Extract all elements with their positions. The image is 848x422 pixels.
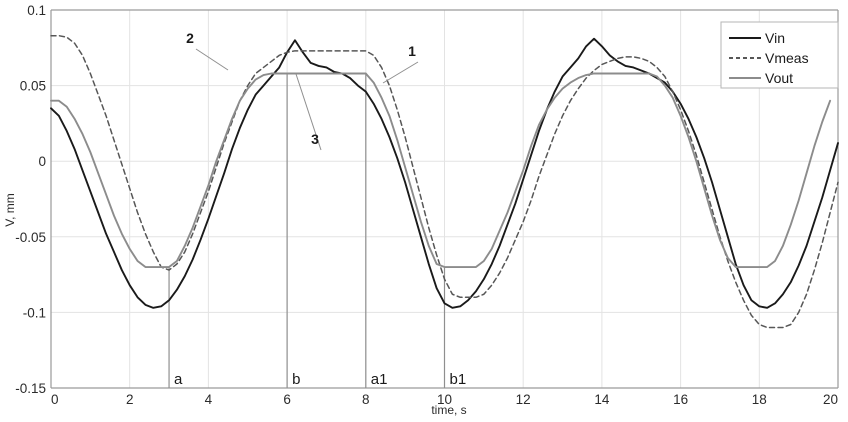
legend-label-vout: Vout <box>765 70 793 86</box>
x-tick-label: 14 <box>594 392 610 407</box>
x-tick-label: 10 <box>437 392 452 407</box>
marker-label-a1: a1 <box>371 371 388 388</box>
series-line-vout <box>50 72 832 268</box>
y-tick-labels: 0.1 0.05 0 -0.05 -0.1 -0.15 <box>15 3 46 396</box>
x-tick-label: 8 <box>362 392 370 407</box>
marker-label-b1: b1 <box>450 371 467 388</box>
y-axis-title: V, mm <box>3 193 17 227</box>
marker-lines <box>168 73 446 388</box>
x-tick-label: 0 <box>51 392 59 407</box>
y-tick-label: -0.05 <box>15 230 46 245</box>
y-tick-label: -0.15 <box>15 381 46 396</box>
series-line-vin <box>50 37 839 309</box>
marker-label-a: a <box>174 371 183 388</box>
annotation-leader-1 <box>382 61 419 84</box>
annotation-leader-3 <box>295 73 322 151</box>
annotation-label-1: 1 <box>408 43 416 59</box>
x-axis-title: time, s <box>431 403 466 417</box>
legend-label-vin: Vin <box>765 30 785 46</box>
legend: Vin Vmeas Vout <box>720 21 839 89</box>
axis-titles: time, s V, mm <box>3 193 467 417</box>
y-tick-label: 0.1 <box>27 3 46 18</box>
x-tick-label: 18 <box>752 392 767 407</box>
annotation-callouts: 1 2 3 <box>186 30 419 151</box>
x-tick-label: 6 <box>283 392 291 407</box>
annotation-label-3: 3 <box>311 131 319 147</box>
annotation-label-2: 2 <box>186 30 194 46</box>
series-line-vmeas <box>50 34 839 329</box>
x-tick-label: 16 <box>673 392 688 407</box>
x-tick-label: 4 <box>205 392 213 407</box>
x-tick-label: 2 <box>126 392 134 407</box>
y-tick-label: 0.05 <box>20 79 46 94</box>
marker-labels: a b a1 b1 <box>174 371 466 388</box>
x-tick-label: 12 <box>516 392 531 407</box>
y-tick-label: -0.1 <box>23 305 46 320</box>
marker-label-b: b <box>292 371 300 388</box>
legend-label-vmeas: Vmeas <box>765 50 809 66</box>
x-tick-labels: 0 2 4 6 8 10 12 14 16 18 20 <box>51 392 838 407</box>
y-tick-label: 0 <box>38 154 46 169</box>
series-paths <box>50 34 839 329</box>
annotation-leader-2 <box>195 48 229 71</box>
x-tick-label: 20 <box>823 392 838 407</box>
